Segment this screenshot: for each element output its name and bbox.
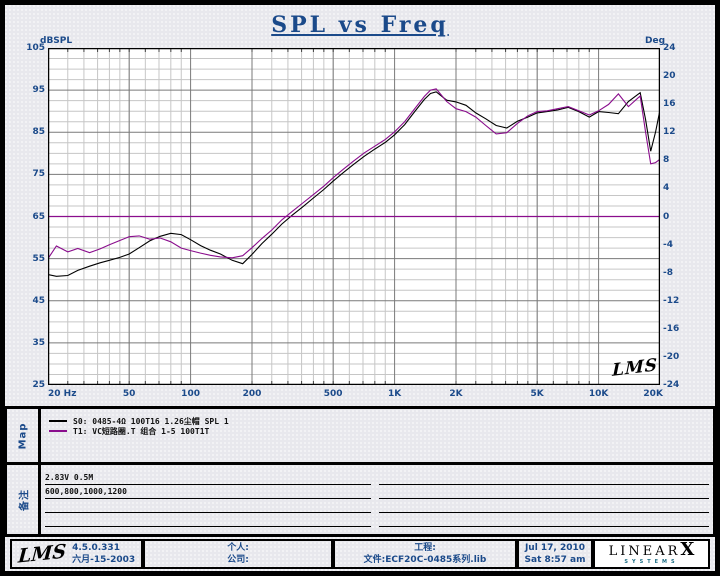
note-line [379,471,709,485]
y-right-tick-label: -12 [663,295,680,306]
y-right-tick-label: 8 [663,155,670,166]
print-time: Sat 8:57 am [524,555,586,565]
section-separator [5,534,715,537]
y-right-tick-label: -8 [663,267,673,278]
x-tick-label: 20K [643,389,663,399]
statusbar-version-cell: LMS 4.5.0.331 六月-15-2003 [10,539,143,569]
company-label: 公司: [227,555,249,565]
notes-section-label: 备注 [19,488,30,511]
y-right-tick-label: -16 [663,323,680,334]
y-left-tick-label: 55 [32,253,45,264]
y-right-tick-label: -4 [663,239,673,250]
notes-left-column: 2.83V 0.5M 600,800,1000,1200 [45,471,371,527]
legend-item: S0: 0485-4Ω 100T16 1.26尘帽 SPL 1 [49,416,713,426]
notes-section-content: 2.83V 0.5M 600,800,1000,1200 [41,465,713,534]
y-left-tick-label: 35 [32,337,45,348]
y-right-tick-label: 0 [663,211,670,222]
file-value: ECF20C-0485系列.lib [385,555,487,565]
y-right-tick-label: 4 [663,183,670,194]
note-line [379,513,709,527]
note-line [379,485,709,499]
y-left-tick-label: 105 [26,43,45,53]
personal-label: 个人: [227,543,249,553]
print-date: Jul 17, 2010 [524,543,586,553]
notes-section-label-cell: 备注 [7,465,41,534]
x-tick-label: 50 [122,389,136,399]
linearx-name: LINEAR [608,543,681,559]
x-tick-label: 20 Hz [48,389,77,399]
section-separator [5,462,715,465]
note-line [45,513,371,527]
y-right-tick-label: 16 [663,99,676,110]
build-date: 六月-15-2003 [72,555,136,565]
x-tick-label: 5K [530,389,544,399]
y-left-tick-label: 65 [32,211,45,222]
y-right-tick-label: 20 [663,71,676,82]
map-section-label: Map [17,422,28,449]
project-label: 工程: [414,543,436,553]
map-section-label-cell: Map [7,409,41,462]
note-line: 600,800,1000,1200 [45,485,371,499]
x-tick-label: 200 [242,389,262,399]
section-separator [5,406,715,409]
statusbar-date-cell: Jul 17, 2010 Sat 8:57 am [517,539,593,569]
legend-line-sample-s0 [49,420,67,422]
linearx-brand-cell: LINEARX SYSTEMS [593,539,710,569]
x-tick-label: 10K [588,389,609,399]
x-tick-label: 1K [387,389,402,399]
statusbar-identity-cell: 个人: 公司: [143,539,333,569]
linearx-x: X [680,538,695,560]
y-right-tick-label: 12 [663,127,676,138]
y-right-tick-label: 24 [663,43,676,53]
map-section: Map S0: 0485-4Ω 100T16 1.26尘帽 SPL 1 T1: … [5,409,715,462]
map-section-content: S0: 0485-4Ω 100T16 1.26尘帽 SPL 1 T1: VC短路… [41,409,713,462]
y-right-axis-label: Deg [645,36,666,46]
y-right-tick-label: -24 [663,380,680,390]
y-right-tick-label: -20 [663,351,680,362]
y-left-tick-label: 45 [32,295,45,306]
x-tick-label: 500 [323,389,343,399]
x-tick-label: 2K [449,389,463,399]
x-tick-label: 100 [181,389,200,399]
file-line: 文件:ECF20C-0485系列.lib [364,554,487,566]
notes-section: 备注 2.83V 0.5M 600,800,1000,1200 [5,465,715,534]
page-title: SPL vs Freq [271,12,449,38]
app-version: 4.5.0.331 [72,543,120,553]
legend-text-s0: S0: 0485-4Ω 100T16 1.26尘帽 SPL 1 [73,416,229,426]
note-line [379,499,709,513]
note-line: 2.83V 0.5M [45,471,371,485]
y-left-tick-label: 75 [32,169,45,180]
file-label: 文件: [363,555,386,565]
y-left-tick-label: 85 [32,127,45,138]
y-left-tick-label: 25 [32,380,45,390]
lms-logo: LMS [17,539,67,568]
linearx-systems-label: SYSTEMS [624,558,679,565]
legend-text-t1: T1: VC短路圈.T 组合 1-5 100T1T [73,426,210,436]
spl-vs-freq-plot [48,48,660,385]
legend-line-sample-t1 [49,430,67,432]
legend-item: T1: VC短路圈.T 组合 1-5 100T1T [49,426,713,436]
linearx-logo: LINEARX [608,540,695,559]
notes-right-column [379,471,709,527]
y-left-tick-label: 95 [32,85,45,96]
note-line [45,499,371,513]
y-left-axis-label: dBSPL [40,36,73,46]
statusbar-project-cell: 工程: 文件:ECF20C-0485系列.lib [333,539,517,569]
